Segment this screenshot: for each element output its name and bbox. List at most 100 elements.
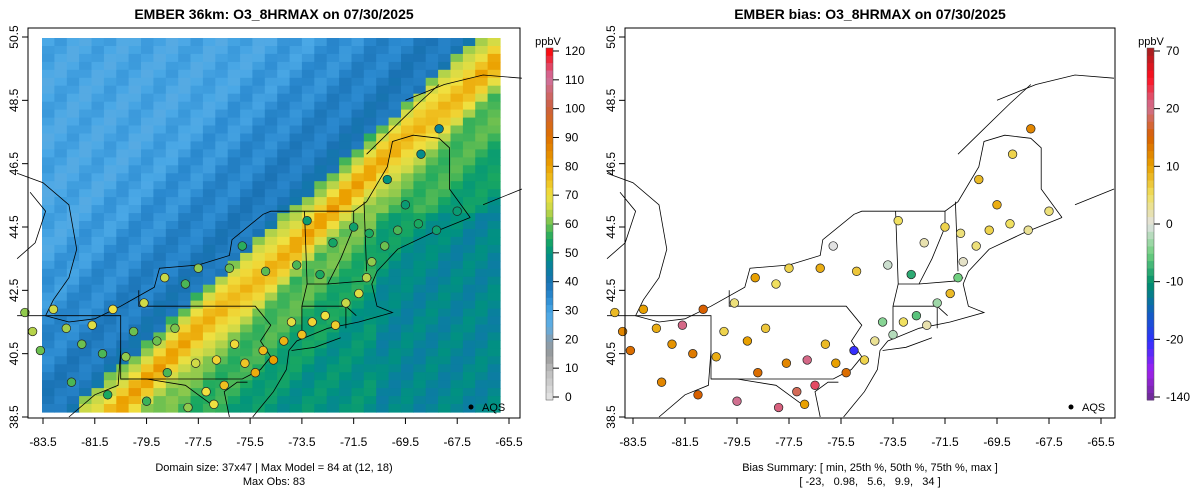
grid-cell [289,324,303,334]
grid-cell [153,157,167,166]
grid-cell [215,356,229,365]
grid-cell [339,173,353,182]
grid-cell [202,38,216,47]
grid-cell [351,53,365,63]
grid-cell [475,260,489,270]
grid-cell [475,189,489,198]
grid-cell [91,324,105,334]
grid-cell [91,77,105,87]
grid-cell [103,380,117,389]
grid-cell [438,316,452,326]
boundary-line [843,217,1063,418]
grid-cell [79,165,93,174]
y-tick-label: 46.5 [604,152,618,176]
grid-cell [326,141,340,150]
grid-cell [289,332,303,341]
grid-cell [363,348,377,357]
grid-cell [487,125,501,135]
grid-cell [165,157,179,166]
grid-cell [475,117,489,127]
grid-cell [425,292,439,302]
grid-cell [314,117,328,127]
grid-cell [462,348,476,357]
grid-cell [376,308,390,318]
grid-cell [165,205,179,214]
grid-cell [240,53,254,63]
grid-cell [301,77,315,87]
grid-cell [42,348,55,357]
grid-cell [54,252,68,262]
grid-cell [252,332,266,341]
grid-cell [153,141,167,150]
grid-cell [202,308,216,318]
grid-cell [462,316,476,326]
grid-cell [42,340,55,349]
grid-cell [153,308,167,318]
grid-cell [425,268,439,278]
bias-sites [610,124,1054,413]
grid-cell [42,77,55,87]
grid-cell [487,292,501,302]
grid-cell [190,221,204,230]
grid-cell [314,101,328,111]
bias-site-marker [940,222,950,232]
grid-cell [351,181,365,190]
grid-cell [190,157,204,166]
colorbar-swatch [1147,77,1154,86]
grid-cell [190,125,204,135]
grid-cell [165,77,179,87]
grid-cell [103,133,117,143]
grid-cell [376,364,390,373]
grid-cell [351,340,365,349]
grid-cell [66,117,80,127]
grid-cell [388,300,402,310]
grid-cell [103,125,117,135]
grid-cell [54,396,68,405]
boundary-line [68,350,122,418]
grid-cell [215,340,229,349]
grid-cell [42,61,55,71]
grid-cell [339,93,353,103]
grid-cell [264,109,278,119]
grid-cell [215,181,229,190]
grid-cell [326,189,340,198]
bias-site-marker [742,336,753,346]
grid-cell [339,404,353,413]
grid-cell [264,276,278,286]
grid-cell [487,252,501,262]
grid-cell [475,101,489,111]
grid-cell [264,46,278,55]
grid-cell [450,340,464,349]
grid-cell [413,141,427,150]
grid-cell [438,109,452,119]
grid-cell [103,181,117,190]
grid-cell [425,213,439,222]
grid-cell [401,125,414,135]
grid-cell [91,38,105,47]
grid-cell [413,292,427,302]
grid-cell [289,133,303,143]
grid-cell [277,165,291,174]
grid-cell [326,181,340,190]
grid-cell [227,268,241,278]
bias-site-marker [810,380,820,390]
grid-cell [54,388,68,397]
grid-cell [339,117,353,127]
boundary-line [16,191,47,260]
grid-cell [215,93,229,103]
bias-site-marker [849,345,859,356]
grid-cell [252,308,266,318]
grid-cell [79,364,93,373]
bias-site-marker [971,241,981,251]
grid-cell [376,133,390,143]
grid-cell [178,85,192,95]
grid-cell [153,117,167,127]
grid-cell [79,244,93,254]
grid-cell [66,252,80,262]
grid-cell [301,69,315,79]
colorbar-swatch [546,385,553,394]
grid-cell [178,149,192,158]
grid-cell [215,197,229,206]
grid-cell [425,396,439,405]
grid-cell [301,101,315,111]
